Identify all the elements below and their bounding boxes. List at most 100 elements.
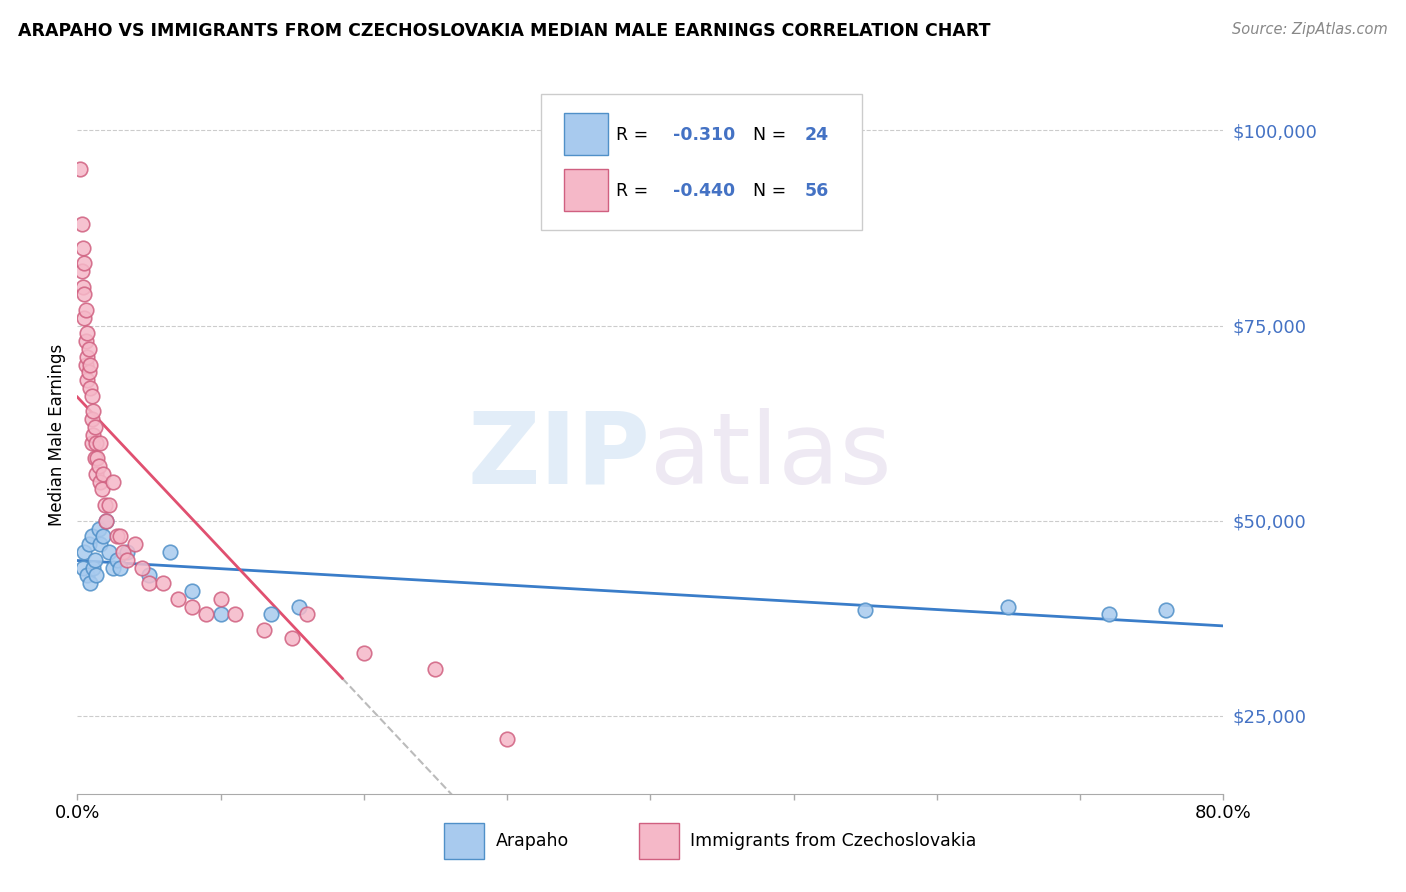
Text: ZIP: ZIP: [467, 408, 651, 505]
Text: ARAPAHO VS IMMIGRANTS FROM CZECHOSLOVAKIA MEDIAN MALE EARNINGS CORRELATION CHART: ARAPAHO VS IMMIGRANTS FROM CZECHOSLOVAKI…: [18, 22, 991, 40]
Point: [79, 576, 101, 591]
Text: Arapaho: Arapaho: [495, 831, 569, 849]
Point: [166, 591, 188, 606]
Point: [152, 576, 174, 591]
Text: N =: N =: [754, 182, 792, 200]
Point: [101, 560, 124, 574]
Point: [425, 662, 447, 676]
Point: [93, 498, 115, 512]
Point: [77, 342, 100, 356]
Point: [82, 427, 104, 442]
Point: [288, 599, 311, 614]
Point: [82, 404, 104, 418]
Point: [72, 560, 94, 574]
Point: [281, 631, 304, 645]
Point: [80, 389, 103, 403]
Point: [75, 358, 97, 372]
Point: [72, 279, 94, 293]
Point: [195, 607, 218, 622]
Text: 24: 24: [806, 127, 830, 145]
Point: [75, 334, 97, 348]
Text: R =: R =: [616, 127, 654, 145]
Point: [69, 162, 91, 177]
Point: [87, 458, 110, 473]
Point: [79, 358, 101, 372]
Text: atlas: atlas: [651, 408, 891, 505]
Point: [138, 576, 160, 591]
Point: [70, 217, 93, 231]
Point: [89, 537, 111, 551]
Point: [89, 435, 111, 450]
Point: [138, 568, 160, 582]
Point: [91, 467, 114, 481]
Text: -0.440: -0.440: [673, 182, 735, 200]
Point: [124, 537, 146, 551]
Point: [83, 552, 105, 567]
Point: [70, 264, 93, 278]
Point: [107, 552, 129, 567]
Point: [84, 435, 107, 450]
FancyBboxPatch shape: [444, 822, 484, 858]
Point: [77, 537, 100, 551]
Point: [252, 623, 274, 637]
Point: [84, 568, 107, 582]
Point: [80, 412, 103, 426]
Point: [94, 514, 117, 528]
Point: [80, 435, 103, 450]
Point: [159, 545, 181, 559]
Y-axis label: Median Male Earnings: Median Male Earnings: [48, 343, 66, 526]
Point: [80, 529, 103, 543]
Point: [83, 420, 105, 434]
Point: [73, 545, 96, 559]
Point: [83, 451, 105, 466]
FancyBboxPatch shape: [564, 169, 607, 211]
Point: [997, 599, 1019, 614]
Text: R =: R =: [616, 182, 654, 200]
Point: [79, 381, 101, 395]
Point: [180, 599, 204, 614]
Point: [87, 521, 110, 535]
Text: Immigrants from Czechoslovakia: Immigrants from Czechoslovakia: [690, 831, 977, 849]
Point: [76, 568, 98, 582]
Point: [73, 256, 96, 270]
Text: Source: ZipAtlas.com: Source: ZipAtlas.com: [1232, 22, 1388, 37]
Point: [89, 475, 111, 489]
Point: [72, 240, 94, 255]
Point: [97, 498, 120, 512]
Point: [110, 529, 132, 543]
Point: [77, 366, 100, 380]
Point: [107, 529, 129, 543]
Point: [112, 545, 135, 559]
Point: [110, 560, 132, 574]
Point: [94, 514, 117, 528]
Text: -0.310: -0.310: [673, 127, 735, 145]
Point: [97, 545, 120, 559]
Point: [73, 287, 96, 301]
Point: [1154, 603, 1177, 617]
FancyBboxPatch shape: [564, 113, 607, 155]
Point: [496, 732, 519, 747]
Point: [86, 451, 108, 466]
Point: [76, 373, 98, 387]
Point: [224, 607, 246, 622]
Point: [295, 607, 318, 622]
Text: N =: N =: [754, 127, 792, 145]
Text: 56: 56: [806, 182, 830, 200]
Point: [91, 529, 114, 543]
Point: [353, 646, 375, 660]
Point: [76, 326, 98, 341]
Point: [75, 302, 97, 317]
Point: [101, 475, 124, 489]
FancyBboxPatch shape: [541, 94, 862, 230]
FancyBboxPatch shape: [638, 822, 679, 858]
Point: [180, 583, 204, 598]
Point: [131, 560, 153, 574]
Point: [82, 560, 104, 574]
Point: [117, 545, 139, 559]
Point: [260, 607, 283, 622]
Point: [73, 310, 96, 325]
Point: [90, 483, 112, 497]
Point: [853, 603, 876, 617]
Point: [76, 350, 98, 364]
Point: [209, 607, 232, 622]
